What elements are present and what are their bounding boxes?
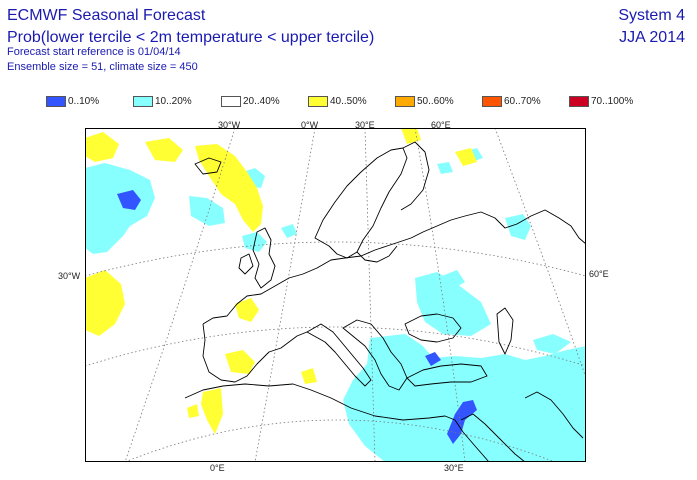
legend-label: 40..50% — [330, 96, 367, 107]
legend-item: 50..60% — [395, 95, 454, 108]
cyan-region — [367, 364, 391, 382]
cyan-region — [343, 334, 586, 462]
grid-label-top: 0°W — [301, 120, 319, 130]
meridian-line — [414, 128, 466, 462]
yellow-region — [201, 388, 223, 434]
map-subtitle: Prob(lower tercile < 2m temperature < up… — [7, 29, 375, 46]
legend-item: 60..70% — [482, 95, 541, 108]
grid-label-top: 60°E — [431, 120, 451, 130]
coastline-arabia — [454, 419, 490, 462]
legend-swatch — [46, 96, 66, 107]
map-frame — [85, 128, 586, 462]
cyan-region — [437, 270, 465, 290]
grid-label-left: 30°W — [58, 271, 81, 281]
cyan-region — [415, 272, 491, 336]
grid-label-top: 30°E — [355, 120, 375, 130]
forecast-start-ref: Forecast start reference is 01/04/14 — [7, 46, 181, 58]
blue-regions — [117, 190, 477, 444]
yellow-region — [225, 350, 255, 374]
meridian-line — [254, 128, 316, 462]
legend-item: 0..10% — [46, 95, 99, 108]
yellow-region — [301, 368, 317, 384]
legend-swatch — [308, 96, 328, 107]
ensemble-size: Ensemble size = 51, climate size = 450 — [7, 61, 198, 73]
latitude-line — [85, 326, 586, 367]
legend-item: 10..20% — [133, 95, 192, 108]
coastline-finland — [400, 141, 430, 211]
legend-label: 60..70% — [504, 96, 541, 107]
coastline-iceland — [194, 157, 222, 175]
season-label: JJA 2014 — [619, 29, 685, 46]
system-label: System 4 — [618, 7, 685, 24]
coastline-baltic — [356, 245, 398, 263]
grid-label-right: 60°E — [589, 269, 609, 279]
cyan-region — [533, 334, 571, 354]
legend-swatch — [133, 96, 153, 107]
blue-region — [117, 190, 141, 210]
meridian-line — [494, 128, 586, 379]
grid-label-bottom: 30°E — [444, 463, 464, 473]
legend-item: 40..50% — [308, 95, 367, 108]
coastline-gulf — [524, 391, 584, 439]
cyan-region — [85, 163, 155, 254]
coastline-turkey — [406, 363, 488, 387]
yellow-region — [195, 144, 263, 232]
coastline-caspian — [496, 307, 514, 355]
legend-label: 0..10% — [68, 96, 100, 107]
coastline-north-africa — [184, 383, 456, 421]
coastline-black-sea — [404, 313, 462, 343]
forecast-map — [85, 128, 586, 462]
coastlines — [184, 141, 586, 462]
legend-label: 70..100% — [591, 96, 634, 107]
blue-region — [425, 352, 441, 366]
legend-label: 10..20% — [155, 96, 192, 107]
cyan-region — [437, 162, 453, 174]
cyan-region — [281, 224, 297, 238]
grid-label-top: 30°W — [218, 120, 241, 130]
yellow-region — [145, 138, 183, 162]
legend-swatch — [482, 96, 502, 107]
yellow-region — [85, 270, 125, 336]
cyan-region — [189, 196, 225, 226]
legend-swatch — [395, 96, 415, 107]
yellow-regions — [85, 128, 477, 434]
graticule — [85, 128, 586, 462]
coastline-uk — [252, 227, 276, 289]
legend-swatch — [569, 96, 589, 107]
coastline-europe — [202, 209, 586, 325]
latitude-line — [124, 419, 556, 462]
legend-label: 50..60% — [417, 96, 454, 107]
latitude-line — [85, 241, 586, 277]
legend-item: 20..40% — [221, 95, 280, 108]
legend-swatch — [221, 96, 241, 107]
coastline-ireland — [238, 253, 254, 275]
yellow-region — [187, 404, 199, 418]
map-title: ECMWF Seasonal Forecast — [7, 7, 206, 24]
legend-item: 70..100% — [569, 95, 633, 108]
coastline-red-sea — [460, 413, 526, 462]
cyan-region — [505, 214, 531, 240]
coastline-italy — [306, 323, 372, 387]
blue-region — [447, 400, 477, 444]
meridian-line — [124, 128, 236, 462]
coastline-iberia — [202, 323, 308, 383]
legend-label: 20..40% — [243, 96, 280, 107]
yellow-region — [235, 298, 259, 322]
cyan-regions — [85, 148, 586, 462]
grid-label-bottom: 0°E — [210, 463, 225, 473]
yellow-region — [455, 148, 477, 166]
yellow-region — [85, 132, 119, 162]
